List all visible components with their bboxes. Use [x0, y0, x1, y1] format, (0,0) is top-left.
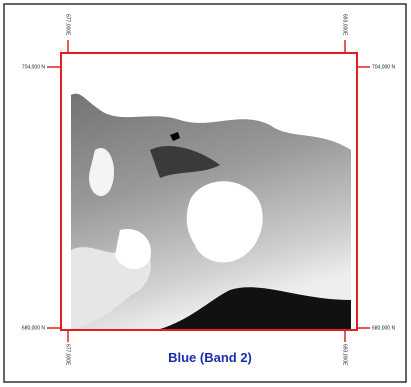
- easting-label: 693,000E: [342, 14, 348, 36]
- northing-label: 680,000 N: [22, 325, 45, 331]
- map-figure: 704,000 N 704,000 N 680,000 N 680,000 N …: [0, 0, 411, 387]
- northing-label: 704,000 N: [22, 64, 45, 70]
- northing-label: 704,000 N: [372, 64, 395, 70]
- map-title: Blue (Band 2): [168, 350, 252, 365]
- northing-label: 680,000 N: [372, 325, 395, 331]
- easting-label: 677,000E: [65, 14, 71, 36]
- easting-label: 693,000E: [342, 344, 348, 366]
- satellite-image: [71, 67, 351, 329]
- easting-label: 677,000E: [65, 344, 71, 366]
